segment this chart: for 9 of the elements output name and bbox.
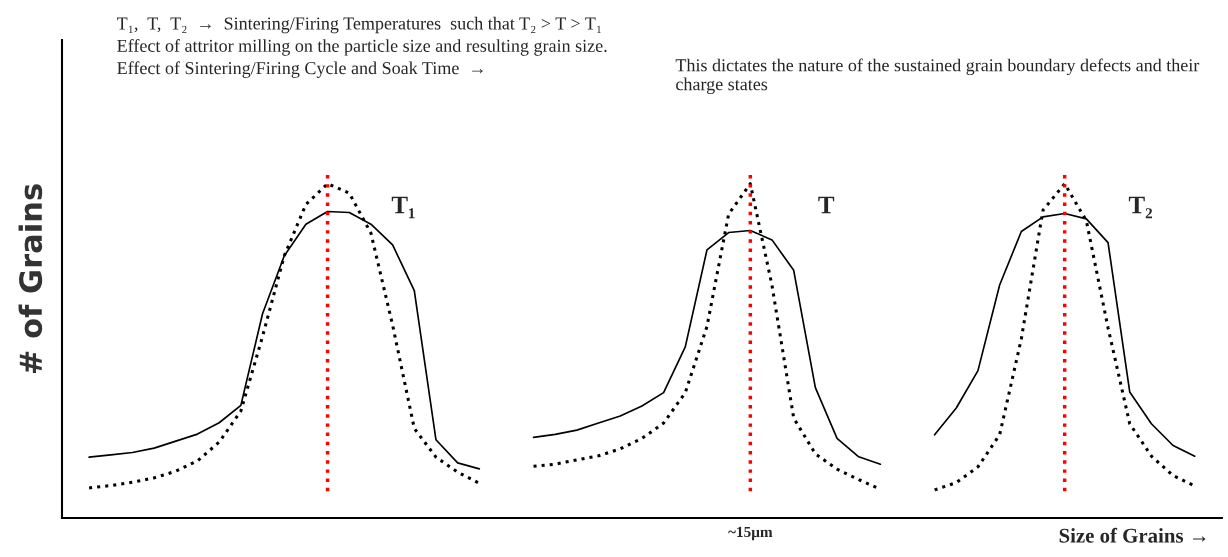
annotation: T <box>818 196 835 214</box>
x-axis-title: Size of Grains → <box>1059 527 1206 543</box>
text: Effect of Sintering/Firing Cycle and Soak Time → This dictates the nature of the sustained grain boundary defects and their charge states <box>117 58 1200 95</box>
annotation: T₂ <box>1128 196 1153 219</box>
text: ~15μm <box>728 526 773 541</box>
text: Effect of attritor milling on the particle size and resulting grain size. <box>117 39 607 56</box>
text: T₁, T, T₂ → Sintering/Firing Temperatures such that T₂ > T > T₁ <box>116 16 601 34</box>
y-axis-title: # of Grains <box>18 184 43 374</box>
annotation: T₁ <box>391 196 415 219</box>
